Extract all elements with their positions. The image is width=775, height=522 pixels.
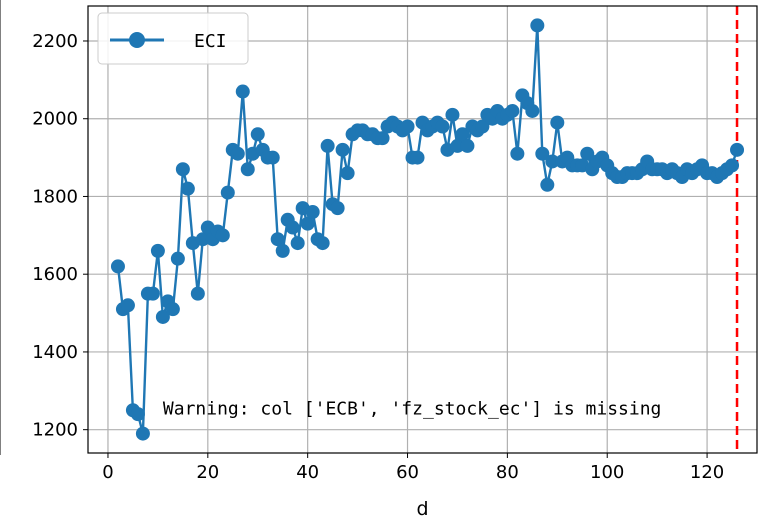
data-point xyxy=(180,181,195,196)
data-point xyxy=(170,251,185,266)
data-point xyxy=(330,201,345,216)
data-point xyxy=(290,236,305,251)
data-point xyxy=(540,177,555,192)
x-tick-label: 100 xyxy=(590,462,624,483)
warning-annotation: Warning: col ['ECB', 'fz_stock_ec'] is m… xyxy=(163,398,662,419)
data-point xyxy=(150,243,165,258)
x-tick-label: 20 xyxy=(196,462,219,483)
data-point xyxy=(135,426,150,441)
data-point xyxy=(175,162,190,177)
data-point xyxy=(530,18,545,33)
data-point xyxy=(110,259,125,274)
data-point xyxy=(450,138,465,153)
legend-box xyxy=(97,12,249,65)
data-point xyxy=(155,309,170,324)
x-tick-label: 40 xyxy=(296,462,319,483)
data-point xyxy=(285,220,300,235)
y-tick-label: 1800 xyxy=(32,186,78,207)
y-tick-label: 1600 xyxy=(32,264,78,285)
data-point xyxy=(215,228,230,243)
data-point xyxy=(235,84,250,99)
x-tick-label: 80 xyxy=(496,462,519,483)
data-point xyxy=(120,298,135,313)
data-point xyxy=(165,302,180,317)
y-tick-label: 2200 xyxy=(32,31,78,52)
data-point xyxy=(130,407,145,422)
data-point xyxy=(545,154,560,169)
x-tick-label: 0 xyxy=(102,462,113,483)
legend-label: ECI xyxy=(194,31,227,52)
x-tick-label: 60 xyxy=(396,462,419,483)
data-point xyxy=(270,232,285,247)
data-point xyxy=(460,138,475,153)
series-layer xyxy=(110,18,745,441)
data-point xyxy=(300,216,315,231)
legend-point-marker xyxy=(129,32,145,48)
data-point xyxy=(550,115,565,130)
data-point xyxy=(725,158,740,173)
x-axis-label: d xyxy=(416,498,428,520)
x-tick-label: 120 xyxy=(690,462,724,483)
axis-ticks: 0 20 40 60 80 100 120 1200 1400 1600 1800 2000 2200 xyxy=(32,31,724,483)
data-point xyxy=(455,127,470,142)
data-point xyxy=(190,286,205,301)
data-point xyxy=(315,236,330,251)
data-point xyxy=(305,205,320,220)
plot-frame xyxy=(87,5,758,454)
data-point xyxy=(410,150,425,165)
data-point xyxy=(535,146,550,161)
data-point xyxy=(275,243,290,258)
data-point xyxy=(730,142,745,157)
data-point xyxy=(145,286,160,301)
data-point xyxy=(505,103,520,118)
data-point xyxy=(265,150,280,165)
data-point xyxy=(510,146,525,161)
y-tick-label: 2000 xyxy=(32,109,78,130)
data-point xyxy=(435,119,450,134)
data-point xyxy=(525,103,540,118)
data-point xyxy=(475,119,490,134)
data-point xyxy=(445,107,460,122)
grid xyxy=(88,6,757,453)
data-point xyxy=(240,162,255,177)
data-point xyxy=(220,185,235,200)
data-point xyxy=(195,232,210,247)
legend: ECI xyxy=(97,12,249,65)
data-point xyxy=(230,146,245,161)
data-point xyxy=(340,166,355,181)
y-tick-label: 1400 xyxy=(32,342,78,363)
data-point xyxy=(320,138,335,153)
data-point xyxy=(400,119,415,134)
data-point xyxy=(375,131,390,146)
data-point xyxy=(335,142,350,157)
y-tick-label: 1200 xyxy=(32,420,78,441)
data-point xyxy=(250,127,265,142)
data-point xyxy=(580,146,595,161)
